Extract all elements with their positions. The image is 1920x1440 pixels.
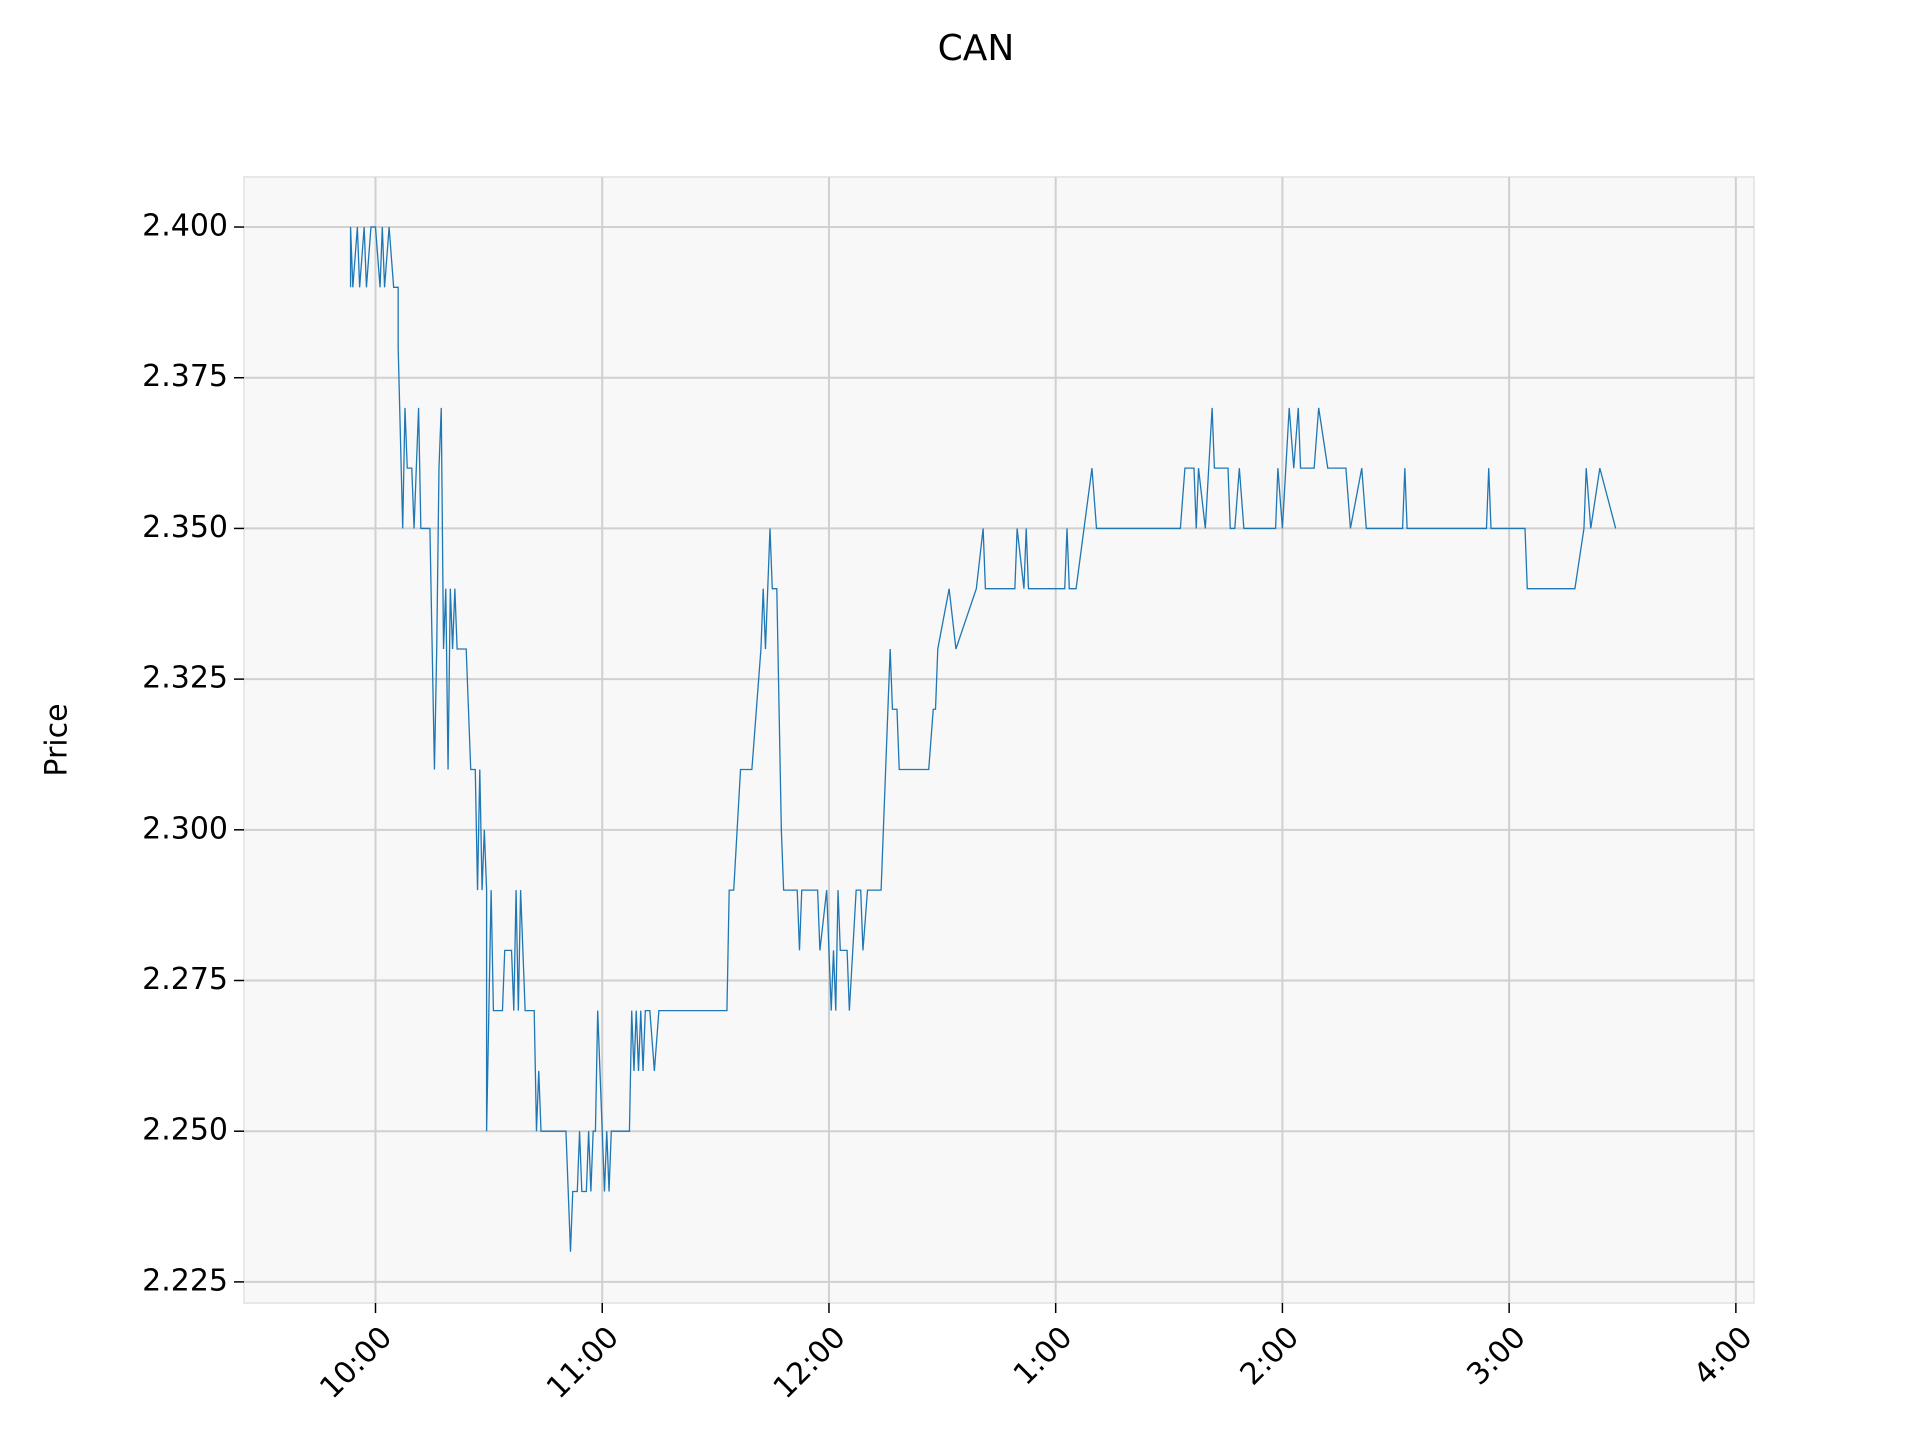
y-tick-label: 2.225: [142, 1263, 228, 1298]
x-tick-label: 10:00: [313, 1320, 399, 1406]
y-tick-label: 2.275: [142, 962, 228, 997]
price-line: [349, 226, 1617, 1252]
x-tick-label: 1:00: [1007, 1320, 1079, 1392]
y-tick-label: 2.300: [142, 811, 228, 846]
x-tick-label: 2:00: [1234, 1320, 1306, 1392]
y-tick-label: 2.375: [142, 359, 228, 394]
x-tick-label: 4:00: [1687, 1320, 1759, 1392]
y-axis-label: Price: [40, 703, 75, 776]
x-tick-label: 11:00: [540, 1320, 626, 1406]
x-tick-label: 12:00: [767, 1320, 853, 1406]
y-tick-label: 2.250: [142, 1113, 228, 1148]
x-tick-label: 3:00: [1460, 1320, 1532, 1392]
y-tick-label: 2.325: [142, 661, 228, 696]
chart-title: CAN: [938, 28, 1015, 69]
plot-area: [243, 176, 1755, 1304]
y-tick-label: 2.400: [142, 209, 228, 244]
y-tick-label: 2.350: [142, 510, 228, 545]
